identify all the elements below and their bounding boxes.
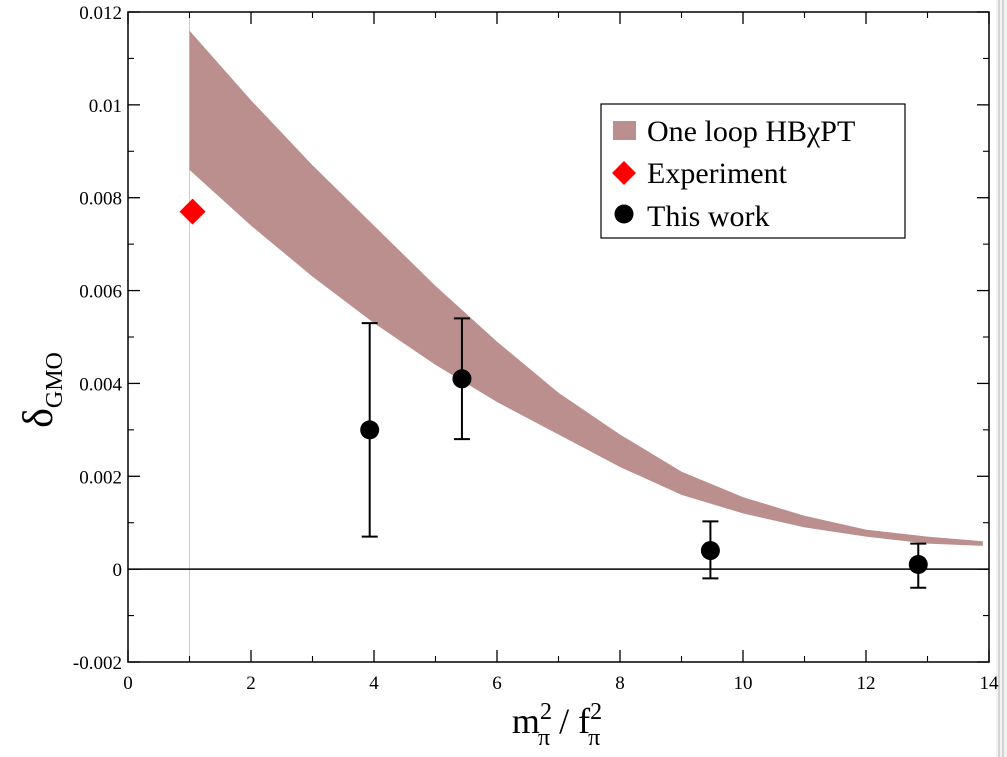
x-axis-title: m2 π / f2 π (512, 699, 602, 751)
this-work-point (700, 541, 720, 561)
one-loop-band (189, 30, 983, 546)
y-tick-label: 0.002 (79, 467, 122, 488)
svg-text:m2π / f2π: m2 π / f2 π (512, 699, 602, 751)
x-axis-title-sup1: 2 (540, 699, 552, 725)
legend-swatch-this-work (614, 204, 634, 224)
x-tick-label: 2 (246, 673, 256, 694)
legend-label-experiment: Experiment (647, 157, 788, 190)
legend-swatch-band (613, 121, 636, 140)
y-tick-label: 0.01 (89, 96, 122, 117)
legend-label-band: One loop HBχPT (647, 115, 855, 148)
axis-ticks: 0 2 4 6 8 10 12 14-0.00200.0020.0040.0060.0080.… (73, 3, 999, 694)
y-tick-label: 0.006 (79, 282, 122, 303)
y-tick-label: 0 (113, 560, 123, 581)
y-tick-label: 0.012 (79, 3, 122, 24)
this-work-point (452, 369, 472, 389)
svg-text:δGMO: δGMO (16, 352, 68, 428)
legend: One loop HBχPT Experiment This work (600, 103, 906, 239)
y-tick-label: 0.004 (79, 374, 122, 395)
y-axis-title-base: δ (16, 408, 62, 428)
x-tick-label: 4 (369, 673, 379, 694)
x-axis-title-sub1: π (538, 725, 550, 751)
x-axis-title-base2: f (578, 701, 590, 741)
x-axis-title-mid: / (550, 701, 578, 741)
this-work-point (360, 420, 380, 440)
x-tick-label: 6 (492, 673, 502, 694)
x-tick-label: 12 (857, 673, 876, 694)
x-axis-title-base1: m (512, 701, 540, 741)
x-axis-title-sup2: 2 (590, 699, 602, 725)
y-axis-title: δGMO (16, 352, 68, 428)
x-tick-label: 14 (980, 673, 1000, 694)
legend-swatch-experiment (612, 161, 636, 185)
this-work-point (908, 555, 928, 574)
x-tick-label: 8 (615, 673, 625, 694)
y-axis-title-sub: GMO (42, 352, 68, 408)
x-tick-label: 0 (123, 673, 133, 694)
y-tick-label: -0.002 (73, 653, 122, 674)
y-tick-label: 0.008 (79, 189, 122, 210)
right-scroll-strip (996, 0, 1007, 757)
legend-label-this-work: This work (647, 200, 770, 233)
x-axis-title-sub2: π (588, 725, 600, 751)
x-tick-label: 10 (734, 673, 753, 694)
plot-area (128, 12, 989, 662)
legend-box (600, 103, 906, 239)
experiment-point (179, 198, 206, 225)
